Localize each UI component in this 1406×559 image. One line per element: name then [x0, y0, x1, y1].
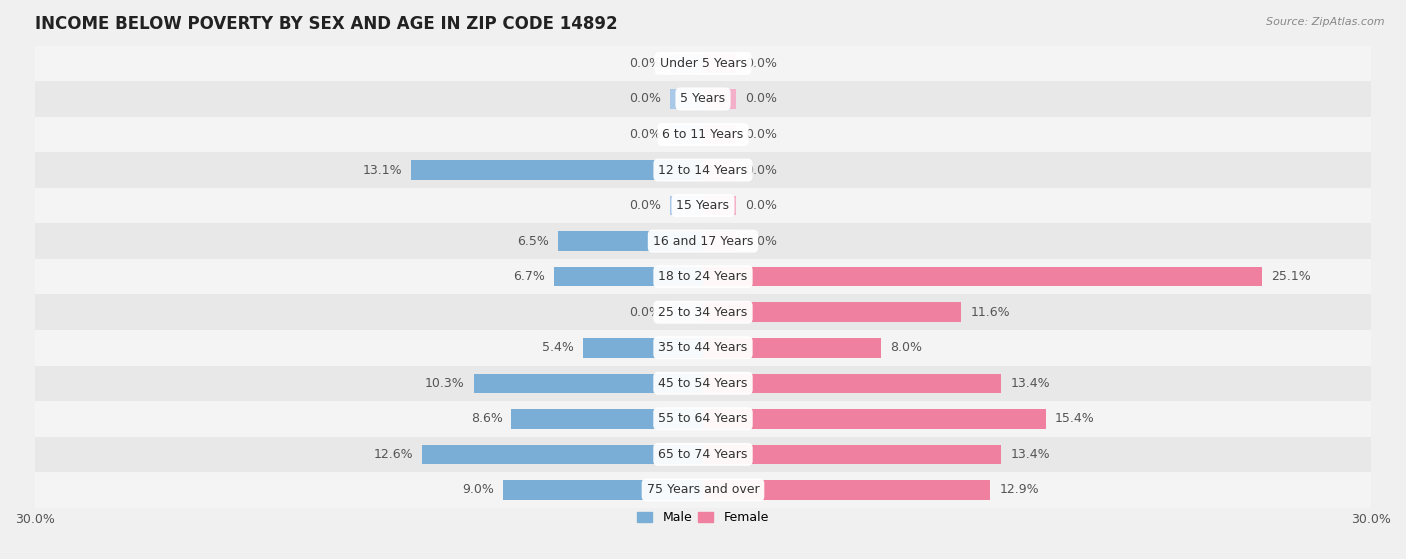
Text: 10.3%: 10.3%	[425, 377, 465, 390]
Text: 12.6%: 12.6%	[374, 448, 413, 461]
Text: 25 to 34 Years: 25 to 34 Years	[658, 306, 748, 319]
Text: 0.0%: 0.0%	[745, 128, 778, 141]
Text: 0.0%: 0.0%	[745, 92, 778, 106]
Text: 0.0%: 0.0%	[745, 199, 778, 212]
Text: 25.1%: 25.1%	[1271, 270, 1310, 283]
Bar	[582, 338, 703, 358]
Text: 5 Years: 5 Years	[681, 92, 725, 106]
Bar	[703, 267, 1263, 286]
Bar	[502, 480, 703, 500]
Bar	[422, 444, 703, 464]
Bar	[703, 54, 737, 73]
Bar	[35, 401, 1371, 437]
Text: 55 to 64 Years: 55 to 64 Years	[658, 413, 748, 425]
Bar	[703, 89, 737, 109]
Text: 0.0%: 0.0%	[628, 199, 661, 212]
Bar	[512, 409, 703, 429]
Text: 13.4%: 13.4%	[1011, 377, 1050, 390]
Bar	[703, 373, 1001, 393]
Text: 15 Years: 15 Years	[676, 199, 730, 212]
Text: 0.0%: 0.0%	[628, 306, 661, 319]
Bar	[35, 152, 1371, 188]
Bar	[703, 444, 1001, 464]
Bar	[669, 89, 703, 109]
Text: 6.7%: 6.7%	[513, 270, 546, 283]
Bar	[35, 224, 1371, 259]
Bar	[474, 373, 703, 393]
Text: 13.4%: 13.4%	[1011, 448, 1050, 461]
Text: 75 Years and over: 75 Years and over	[647, 484, 759, 496]
Text: 6 to 11 Years: 6 to 11 Years	[662, 128, 744, 141]
Bar	[703, 231, 737, 251]
Text: Under 5 Years: Under 5 Years	[659, 57, 747, 70]
Bar	[35, 295, 1371, 330]
Bar	[669, 196, 703, 215]
Text: 5.4%: 5.4%	[541, 341, 574, 354]
Bar	[35, 46, 1371, 81]
Bar	[412, 160, 703, 180]
Bar	[703, 480, 990, 500]
Text: 11.6%: 11.6%	[970, 306, 1010, 319]
Bar	[703, 409, 1046, 429]
Bar	[558, 231, 703, 251]
Bar	[35, 117, 1371, 152]
Bar	[554, 267, 703, 286]
Text: 16 and 17 Years: 16 and 17 Years	[652, 235, 754, 248]
Bar	[703, 196, 737, 215]
Text: 35 to 44 Years: 35 to 44 Years	[658, 341, 748, 354]
Text: 0.0%: 0.0%	[628, 128, 661, 141]
Text: 8.0%: 8.0%	[890, 341, 922, 354]
Text: 9.0%: 9.0%	[461, 484, 494, 496]
Bar	[703, 125, 737, 144]
Bar	[35, 437, 1371, 472]
Text: 6.5%: 6.5%	[517, 235, 550, 248]
Bar	[35, 259, 1371, 295]
Text: 0.0%: 0.0%	[628, 57, 661, 70]
Text: 45 to 54 Years: 45 to 54 Years	[658, 377, 748, 390]
Text: 13.1%: 13.1%	[363, 164, 402, 177]
Legend: Male, Female: Male, Female	[633, 506, 773, 529]
Bar	[35, 366, 1371, 401]
Bar	[35, 81, 1371, 117]
Text: 12.9%: 12.9%	[1000, 484, 1039, 496]
Text: 0.0%: 0.0%	[745, 235, 778, 248]
Bar	[703, 302, 962, 322]
Text: INCOME BELOW POVERTY BY SEX AND AGE IN ZIP CODE 14892: INCOME BELOW POVERTY BY SEX AND AGE IN Z…	[35, 15, 617, 33]
Bar	[703, 160, 737, 180]
Bar	[703, 338, 882, 358]
Bar	[35, 188, 1371, 224]
Text: 12 to 14 Years: 12 to 14 Years	[658, 164, 748, 177]
Bar	[35, 472, 1371, 508]
Text: 0.0%: 0.0%	[745, 57, 778, 70]
Text: 18 to 24 Years: 18 to 24 Years	[658, 270, 748, 283]
Text: 8.6%: 8.6%	[471, 413, 502, 425]
Bar	[35, 330, 1371, 366]
Text: 0.0%: 0.0%	[745, 164, 778, 177]
Text: 15.4%: 15.4%	[1054, 413, 1095, 425]
Text: Source: ZipAtlas.com: Source: ZipAtlas.com	[1267, 17, 1385, 27]
Text: 0.0%: 0.0%	[628, 92, 661, 106]
Text: 65 to 74 Years: 65 to 74 Years	[658, 448, 748, 461]
Bar	[669, 302, 703, 322]
Bar	[669, 54, 703, 73]
Bar	[669, 125, 703, 144]
